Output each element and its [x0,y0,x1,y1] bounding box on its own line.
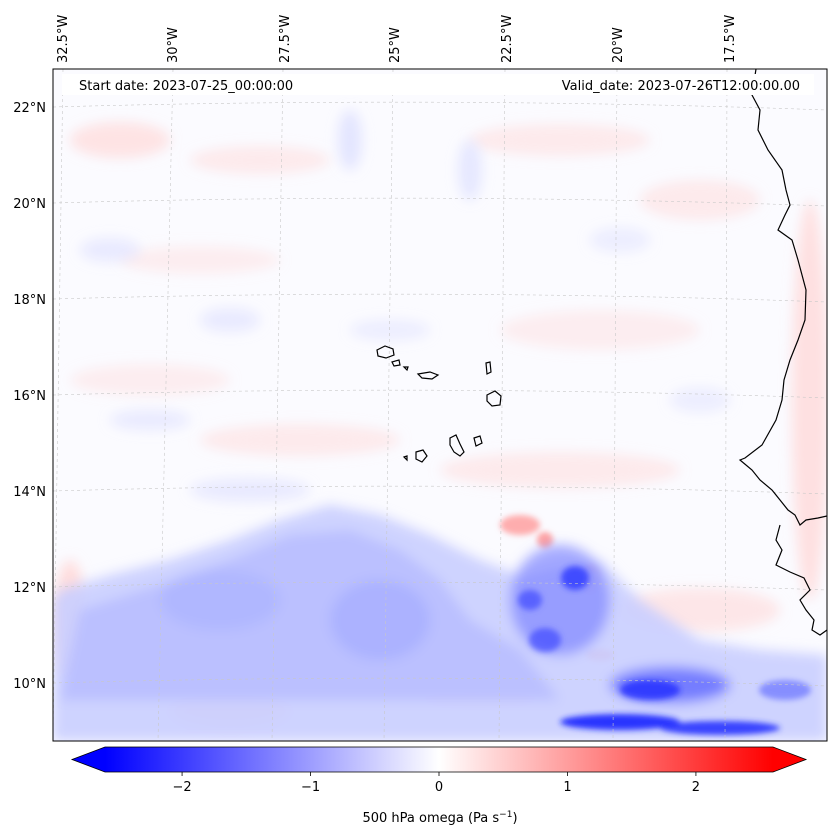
lat-label-10n: 10°N [13,677,46,692]
omega-field [53,110,827,741]
lon-label-32-5w: 32.5°W [56,15,71,63]
parallel-12n [53,581,827,591]
colorbar: −2 −1 0 1 2 500 hPa omega (Pa s−1) [70,746,808,826]
lon-label-22-5w: 22.5°W [500,15,515,63]
lat-label-18n: 18°N [13,293,46,308]
lat-label-20n: 20°N [13,197,46,212]
cape-verde-santiago [449,434,465,457]
colorbar-extend-min [72,747,105,772]
colorbar-label: 500 hPa omega (Pa s−1) [362,810,517,826]
colorbar-tick-label: 2 [692,780,700,795]
lat-label-12n: 12°N [13,581,46,596]
colorbar-extend-max [773,747,806,772]
meridian-22-5w [498,69,506,741]
africa-coastline-south [775,524,827,636]
cape-verde-fogo [415,449,428,463]
cape-verde-sao-nicolau [416,371,440,380]
colorbar-label-close: ) [512,811,517,826]
cape-verde-santa-luzia [402,366,409,372]
start-date-label: Start date: 2023-07-25_00:00:00 [79,79,293,94]
cape-verde-brava [402,455,408,462]
coastlines [376,69,827,636]
colorbar-outline [70,746,808,773]
colorbar-ticks: −2 −1 0 1 2 [172,772,700,795]
parallel-14n [53,485,827,495]
meridian-30w [157,69,174,741]
map-frame [52,68,828,742]
valid-date-label: Valid_date: 2023-07-26T12:00:00.00 [562,79,800,94]
colorbar-label-exponent: −1 [499,810,512,820]
meridian-27-5w [271,69,284,741]
lon-label-20w: 20°W [611,27,626,63]
meridian-20w [612,69,618,741]
lon-label-30w: 30°W [166,27,181,63]
parallel-22n [53,101,827,111]
lon-label-25w: 25°W [388,27,403,63]
meridian-17-5w [724,69,728,741]
africa-coastline [738,69,827,526]
parallel-16n [53,389,827,399]
cape-verde-sao-vicente [391,359,401,367]
cape-verde-maio [473,435,483,447]
lat-label-16n: 16°N [13,389,46,404]
colorbar-body [105,747,773,772]
parallel-18n [53,293,827,303]
parallel-10n [53,677,827,687]
date-strip-background [62,74,814,95]
colorbar-tick-label: 0 [435,780,443,795]
negative-omega-patches [80,110,730,502]
colorbar-label-main: 500 hPa omega (Pa s [362,811,499,826]
cape-verde-sal [485,361,492,375]
graticule [53,69,827,741]
lon-label-17-5w: 17.5°W [723,15,738,63]
colorbar-tick-label: −1 [301,780,320,795]
latitude-labels: 22°N 20°N 18°N 16°N 14°N 12°N 10°N [13,101,46,692]
meridian-32-5w [53,69,64,741]
cape-verde-boa-vista [486,390,502,407]
colorbar-tick-label: 1 [563,780,571,795]
map-panel: Start date: 2023-07-25_00:00:00 Valid_da… [52,68,828,742]
parallel-20n [53,197,827,207]
colorbar-tick-label: −2 [172,780,191,795]
strong-ascent-cores [518,566,811,735]
longitude-labels: 32.5°W 30°W 27.5°W 25°W 22.5°W 20°W 17.5… [56,15,738,63]
cape-verde-santo-antao [376,345,395,359]
lat-label-22n: 22°N [13,101,46,116]
meridian-25w [383,69,394,741]
lon-label-27-5w: 27.5°W [278,15,293,63]
lat-label-14n: 14°N [13,485,46,500]
